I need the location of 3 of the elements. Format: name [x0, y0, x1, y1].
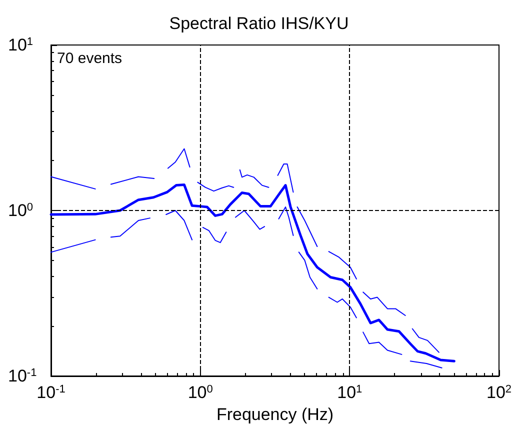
chart-title: Spectral Ratio IHS/KYU — [169, 14, 349, 33]
x-axis-title: Frequency (Hz) — [216, 405, 334, 424]
annotation: 70 events — [57, 50, 122, 67]
